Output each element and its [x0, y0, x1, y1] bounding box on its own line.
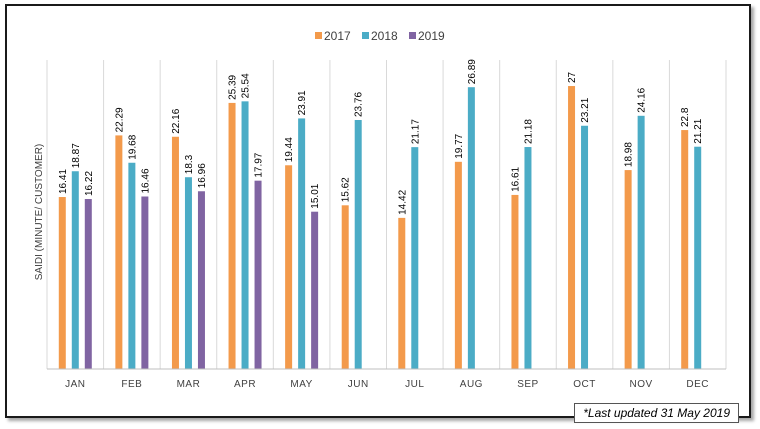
- bar-2017-jul: [398, 217, 406, 369]
- last-updated-note: *Last updated 31 May 2019: [574, 403, 739, 423]
- x-tick-mar: MAR: [177, 379, 201, 390]
- bar-2018-jun: [354, 119, 362, 369]
- bar-2019-apr: [254, 180, 262, 369]
- data-label-2017-oct: 27: [567, 71, 578, 83]
- bar-2017-oct: [568, 86, 576, 369]
- legend-swatch-2018: [362, 32, 369, 39]
- y-axis-label: SAIDI (MINUTE/ CUSTOMER): [34, 144, 45, 280]
- bar-2017-jun: [341, 205, 349, 369]
- bar-2017-dec: [681, 130, 689, 369]
- bar-2017-aug: [454, 161, 462, 369]
- data-label-2018-oct: 23.21: [580, 97, 591, 122]
- legend-label-2018: 2018: [371, 29, 398, 43]
- data-label-2019-jan: 16.22: [84, 171, 95, 196]
- bar-2018-may: [298, 118, 306, 369]
- x-tick-may: MAY: [290, 379, 312, 390]
- data-label-2018-nov: 24.16: [637, 87, 648, 112]
- legend-swatch-2019: [409, 32, 416, 39]
- category-separators: [46, 60, 727, 369]
- data-label-2017-aug: 19.77: [454, 133, 465, 158]
- legend-label-2019: 2019: [418, 29, 445, 43]
- bar-2018-jan: [71, 171, 79, 369]
- bar-2019-mar: [197, 191, 205, 369]
- x-tick-jun: JUN: [348, 379, 369, 390]
- bars: [58, 86, 702, 370]
- data-label-2018-jan: 18.87: [71, 143, 82, 168]
- bar-2017-jan: [58, 197, 66, 369]
- data-label-2017-jun: 15.62: [341, 177, 352, 202]
- bar-2018-dec: [694, 146, 702, 369]
- x-tick-labels: JAN FEB MAR APR MAY JUN JUL AUG SEP OCT NOV DEC: [65, 379, 709, 390]
- bar-2019-may: [311, 211, 319, 369]
- data-label-2018-jun: 23.76: [354, 92, 365, 117]
- data-label-2019-feb: 16.46: [140, 168, 151, 193]
- data-label-2019-apr: 17.97: [254, 152, 265, 177]
- data-label-2017-nov: 18.98: [624, 142, 635, 167]
- x-tick-jan: JAN: [65, 379, 85, 390]
- x-tick-dec: DEC: [686, 379, 709, 390]
- data-label-2018-sep: 21.18: [523, 119, 534, 144]
- data-label-2017-apr: 25.39: [228, 74, 239, 99]
- bar-2018-mar: [184, 177, 192, 369]
- data-label-2018-apr: 25.54: [241, 73, 252, 98]
- legend: 2017 2018 2019: [315, 29, 445, 43]
- bar-2018-apr: [241, 101, 249, 370]
- bar-2017-sep: [511, 194, 519, 369]
- data-label-2017-mar: 22.16: [171, 108, 182, 133]
- data-label-2018-jul: 21.17: [410, 119, 421, 144]
- data-label-2018-aug: 26.89: [467, 59, 478, 84]
- x-tick-sep: SEP: [517, 379, 539, 390]
- data-label-2019-mar: 16.96: [197, 163, 208, 188]
- x-tick-nov: NOV: [630, 379, 653, 390]
- bar-2018-nov: [637, 115, 645, 370]
- bar-2018-oct: [581, 125, 589, 369]
- bar-2018-sep: [524, 147, 532, 369]
- data-label-2019-may: 15.01: [310, 183, 321, 208]
- bar-2017-nov: [624, 170, 632, 369]
- data-label-2018-feb: 19.68: [127, 134, 138, 159]
- data-label-2017-sep: 16.61: [510, 166, 521, 191]
- bar-2017-feb: [115, 135, 123, 369]
- data-label-2017-jan: 16.41: [58, 169, 69, 194]
- legend-label-2017: 2017: [324, 29, 351, 43]
- bar-2017-may: [285, 165, 293, 369]
- data-label-2018-may: 23.91: [297, 90, 308, 115]
- bar-2017-mar: [171, 136, 179, 369]
- bar-2018-feb: [128, 162, 136, 369]
- data-label-2017-jul: 14.42: [397, 189, 408, 214]
- bar-2018-jul: [411, 147, 419, 369]
- x-tick-jul: JUL: [405, 379, 424, 390]
- data-label-2017-feb: 22.29: [114, 107, 125, 132]
- data-label-2018-dec: 21.21: [693, 118, 704, 143]
- x-tick-aug: AUG: [460, 379, 483, 390]
- bar-2018-aug: [467, 87, 475, 369]
- x-tick-feb: FEB: [121, 379, 142, 390]
- x-tick-oct: OCT: [573, 379, 596, 390]
- data-label-2017-dec: 22.8: [680, 107, 691, 127]
- data-label-2017-may: 19.44: [284, 137, 295, 162]
- x-tick-apr: APR: [234, 379, 256, 390]
- bar-2017-apr: [228, 102, 236, 369]
- bar-2019-feb: [141, 196, 149, 369]
- bar-2019-jan: [84, 199, 92, 369]
- legend-swatch-2017: [315, 32, 322, 39]
- data-label-2018-mar: 18.3: [184, 154, 195, 174]
